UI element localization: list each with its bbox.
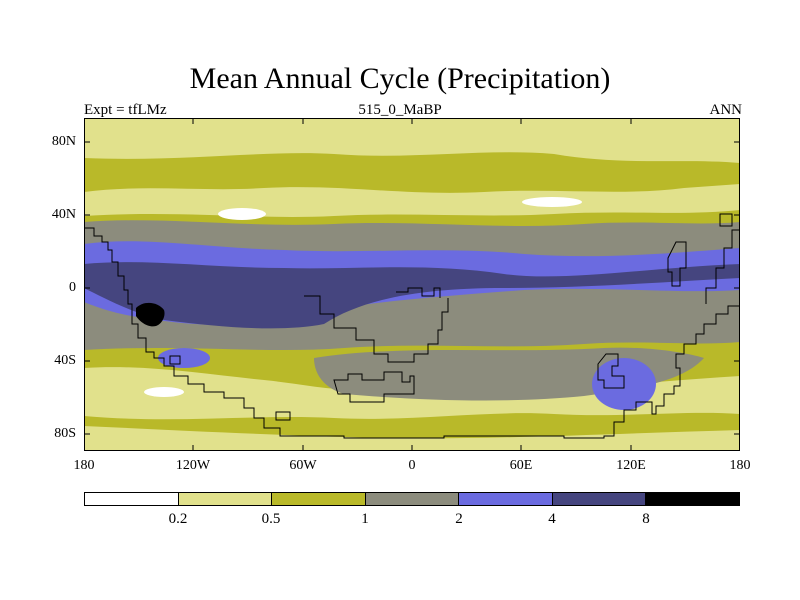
coastline-east [705, 229, 740, 304]
period-label: 515_0_MaBP [358, 102, 442, 118]
lon-label-60w: 60W [289, 458, 317, 473]
coastline-main [84, 227, 740, 439]
colorbar-swatch [178, 493, 273, 505]
colorbar-swatch [552, 493, 647, 505]
lat-label-40n: 40N [51, 207, 76, 222]
coastline-island [275, 411, 291, 421]
wet-patch [158, 348, 210, 368]
monsoon-core [84, 262, 740, 329]
colorbar-label: 0.2 [168, 511, 188, 527]
colorbar-swatch [85, 493, 179, 505]
dry-patch [522, 197, 582, 207]
coastline-antarctic-island [333, 371, 415, 403]
colorbar [84, 492, 740, 506]
arctic-band [84, 118, 740, 163]
max-precip-core [136, 302, 165, 327]
lon-label-0: 0 [408, 458, 416, 473]
colorbar-swatch [272, 493, 366, 505]
colorbar-label: 8 [642, 511, 650, 527]
colorbar-swatch [459, 493, 553, 505]
coastline-africa [396, 287, 441, 298]
experiment-label: Expt = tfLMz [84, 102, 167, 118]
dry-patch [144, 387, 184, 397]
colorbar-swatch [646, 493, 740, 505]
coastline-south-america [304, 295, 449, 363]
colorbar-label: 0.5 [261, 511, 281, 527]
map-frame [84, 118, 740, 451]
coastline-island [169, 355, 181, 365]
lon-label-180w: 180 [73, 458, 95, 473]
map-canvas [84, 118, 740, 451]
coastlines [84, 213, 740, 439]
plot-title: Mean Annual Cycle (Precipitation) [189, 62, 611, 95]
precipitation-map [84, 118, 740, 451]
lat-label-80n: 80N [51, 134, 76, 149]
colorbar-swatch [365, 493, 460, 505]
season-label: ANN [709, 102, 743, 118]
lon-label-180e: 180 [729, 458, 751, 473]
coastline-australia [597, 353, 625, 389]
dry-patch [218, 208, 266, 220]
lat-label-0: 0 [69, 280, 76, 295]
colorbar-label: 1 [361, 511, 369, 527]
lat-label-40s: 40S [54, 353, 76, 368]
colorbar-label: 2 [455, 511, 463, 527]
coastline-island [719, 213, 733, 227]
coastline-island [667, 241, 687, 287]
lon-label-120w: 120W [175, 458, 211, 473]
lat-label-80s: 80S [54, 426, 76, 441]
lon-label-120e: 120E [616, 458, 646, 473]
lon-label-60e: 60E [509, 458, 533, 473]
colorbar-label: 4 [548, 511, 556, 527]
